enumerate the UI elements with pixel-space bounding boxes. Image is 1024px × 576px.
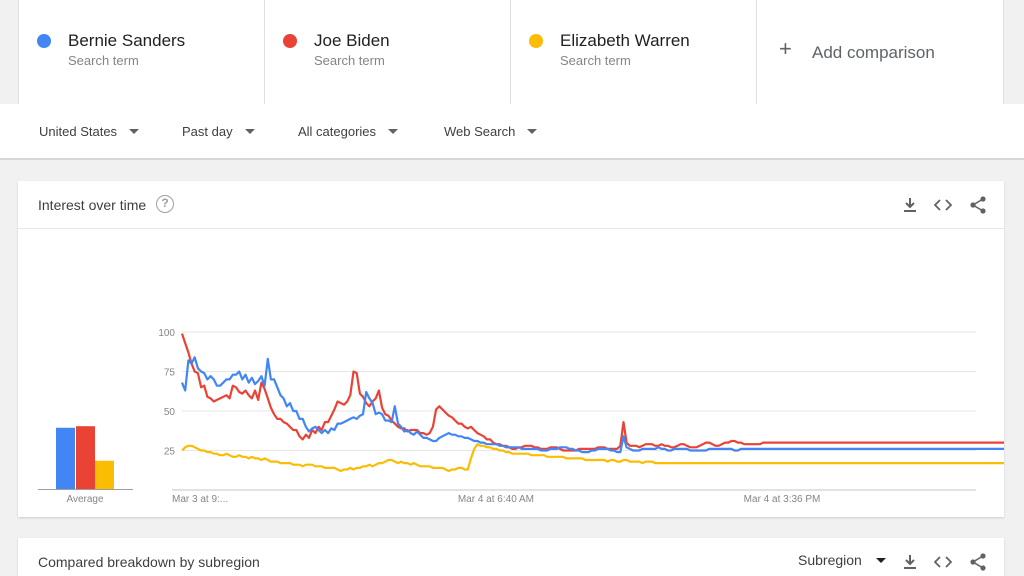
plus-icon: + (779, 36, 792, 61)
x-tick-label: Mar 4 at 3:36 PM (744, 494, 821, 505)
interest-over-time-card: Interest over time ? Average 25 50 75 100 M… (18, 181, 1011, 517)
region-filter[interactable]: United States (39, 124, 140, 139)
search-type-filter[interactable]: Web Search (444, 124, 538, 139)
help-circle-icon[interactable]: ? (156, 195, 174, 213)
search-term-card-3[interactable]: Elizabeth Warren Search term (511, 0, 757, 104)
search-term-type: Search term (314, 53, 385, 68)
card-header: Compared breakdown by subregion Subregio… (18, 538, 1004, 576)
series-color-dot (529, 34, 543, 48)
interest-chart[interactable]: Average 25 50 75 100 Mar 3 at 9:... Mar 4 at… (18, 229, 1011, 517)
series-line-joe-biden[interactable] (180, 333, 1005, 452)
search-term-name: Elizabeth Warren (560, 31, 690, 50)
x-tick-label: Mar 4 at 6:40 AM (458, 494, 534, 505)
search-term-card-1[interactable]: Bernie Sanders Search term (19, 0, 265, 104)
search-term-type: Search term (68, 53, 139, 68)
search-type-filter-label: Web Search (444, 124, 516, 139)
average-label: Average (66, 494, 104, 505)
series-color-dot (37, 34, 51, 48)
chart-area: Average 25 50 75 100 Mar 3 at 9:... Mar 4 at… (18, 229, 1011, 517)
subregion-breakdown-card: Compared breakdown by subregion Subregio… (18, 538, 1004, 576)
caret-down-icon (875, 557, 886, 563)
caret-down-icon (527, 129, 538, 134)
embed-code-icon[interactable] (933, 552, 953, 572)
card-title: Compared breakdown by subregion (38, 554, 260, 570)
download-icon[interactable] (900, 195, 920, 215)
y-tick-label: 100 (158, 328, 175, 339)
share-icon[interactable] (968, 195, 988, 215)
series-color-dot (283, 34, 297, 48)
add-comparison-label: Add comparison (812, 43, 935, 62)
time-filter[interactable]: Past day (182, 124, 255, 139)
y-tick-label: 75 (164, 368, 176, 379)
subregion-select[interactable]: Subregion (798, 552, 886, 568)
download-icon[interactable] (900, 552, 920, 572)
average-bar-bernie-sanders[interactable] (56, 427, 75, 489)
filter-bar: United States Past day All categories We… (0, 104, 1024, 160)
series-line-bernie-sanders[interactable] (180, 356, 1011, 454)
y-tick-label: 25 (164, 447, 176, 458)
share-icon[interactable] (968, 552, 988, 572)
card-header: Interest over time ? (18, 181, 1004, 229)
search-term-name: Joe Biden (314, 31, 390, 50)
y-tick-label: 50 (164, 407, 176, 418)
category-filter-label: All categories (298, 124, 377, 139)
embed-code-icon[interactable] (933, 195, 953, 215)
comparison-bar: Bernie Sanders Search term Joe Biden Sea… (18, 0, 1004, 104)
time-filter-label: Past day (182, 124, 233, 139)
search-term-card-2[interactable]: Joe Biden Search term (265, 0, 511, 104)
series-line-elizabeth-warren[interactable] (181, 443, 1011, 473)
average-bar-elizabeth-warren[interactable] (95, 460, 114, 489)
average-bar-joe-biden[interactable] (76, 426, 95, 489)
subregion-select-label: Subregion (798, 552, 862, 568)
search-term-name: Bernie Sanders (68, 31, 186, 50)
caret-down-icon (244, 129, 255, 134)
card-title: Interest over time (38, 197, 147, 213)
category-filter[interactable]: All categories (298, 124, 399, 139)
caret-down-icon (388, 129, 399, 134)
region-filter-label: United States (39, 124, 118, 139)
caret-down-icon (129, 129, 140, 134)
x-tick-label: Mar 3 at 9:... (172, 494, 228, 505)
add-comparison-button[interactable]: + Add comparison (757, 0, 1003, 104)
search-term-type: Search term (560, 53, 631, 68)
